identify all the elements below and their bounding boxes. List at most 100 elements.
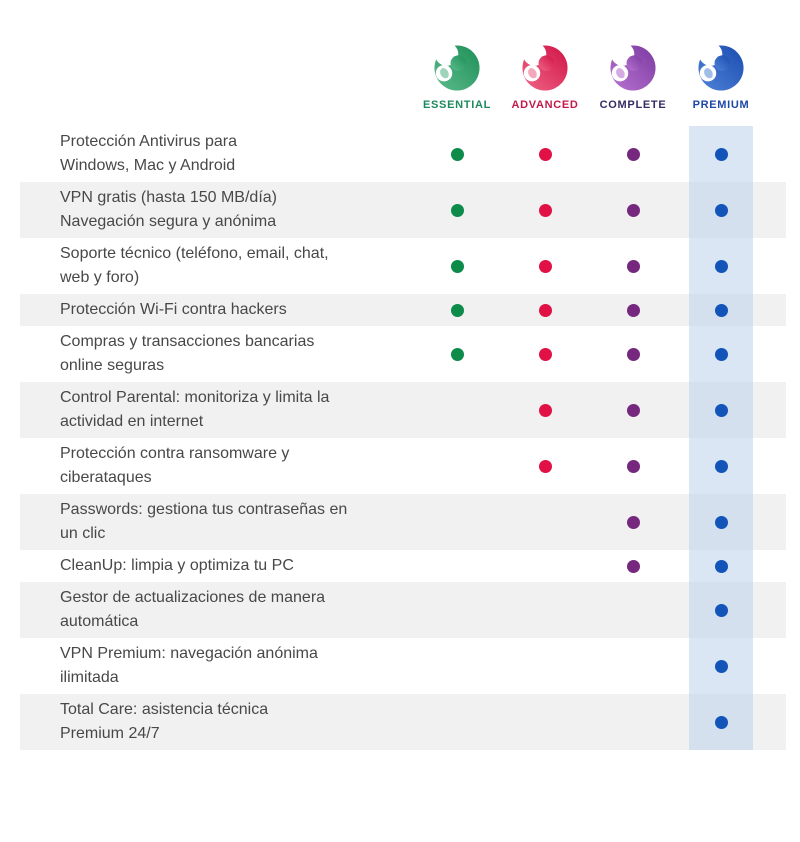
dot-cell-advanced [501,126,589,182]
table-row: Passwords: gestiona tus contraseñas en u… [20,494,786,550]
included-dot [714,515,728,529]
included-dot [714,259,728,273]
dot-cell-complete [589,494,677,550]
table-row: Soporte técnico (teléfono, email, chat, … [20,238,786,294]
dot-cell-complete [589,550,677,582]
table-row: VPN gratis (hasta 150 MB/día) Navegación… [20,182,786,238]
dot-cell-essential [413,638,501,694]
dot-cell-advanced [501,326,589,382]
plan-label: ESSENTIAL [422,99,492,111]
dot-cell-advanced [501,694,589,750]
dot-cell-complete [589,182,677,238]
feature-label: Protección Wi-Fi contra hackers [60,301,287,318]
feature-label: Protección contra ransomware y ciberataq… [60,445,290,486]
included-dot [714,659,728,673]
included-dot [538,147,552,161]
dot-cell-essential [413,326,501,382]
dot-cell-complete [589,126,677,182]
dot-cell-advanced [501,294,589,326]
included-dot [450,203,464,217]
included-dot [626,303,640,317]
feature-label: VPN Premium: navegación anónima ilimitad… [60,645,318,686]
included-dot [714,559,728,573]
dot-cell-premium [677,438,765,494]
dot-cell-premium [677,326,765,382]
dot-cell-essential [413,238,501,294]
dot-cell-essential [413,694,501,750]
included-dot [626,203,640,217]
dot-cell-complete [589,694,677,750]
included-dot [714,459,728,473]
included-dot [626,347,640,361]
panda-logo-icon [434,42,480,91]
table-row: Control Parental: monitoriza y limita la… [20,382,786,438]
dot-cell-essential [413,550,501,582]
included-dot [626,559,640,573]
dot-cell-advanced [501,550,589,582]
included-dot [450,347,464,361]
table-row: Total Care: asistencia técnica Premium 2… [20,694,786,750]
dot-cell-complete [589,294,677,326]
included-dot [626,403,640,417]
table-row: Protección Wi-Fi contra hackers [20,294,786,326]
dot-cell-essential [413,294,501,326]
feature-label: Passwords: gestiona tus contraseñas en u… [60,501,348,542]
dot-cell-premium [677,126,765,182]
included-dot [450,259,464,273]
feature-label: CleanUp: limpia y optimiza tu PC [60,557,294,574]
panda-logo-icon [610,42,656,91]
dot-cell-complete [589,326,677,382]
plan-column-complete[interactable]: COMPLETE [589,42,677,111]
feature-label: Gestor de actualizaciones de manera auto… [60,589,326,630]
dot-cell-complete [589,582,677,638]
dot-cell-essential [413,182,501,238]
plan-comparison-page: ESSENTIAL ADVANCED [0,42,800,842]
table-row: Compras y transacciones bancarias online… [20,326,786,382]
dot-cell-complete [589,438,677,494]
included-dot [538,303,552,317]
table-row: VPN Premium: navegación anónima ilimitad… [20,638,786,694]
dot-cell-premium [677,582,765,638]
included-dot [714,403,728,417]
dot-cell-complete [589,238,677,294]
feature-label: Soporte técnico (teléfono, email, chat, … [60,245,329,286]
dot-cell-advanced [501,238,589,294]
dot-cell-advanced [501,638,589,694]
plan-label: ADVANCED [511,99,579,111]
dot-cell-complete [589,638,677,694]
included-dot [714,147,728,161]
dot-cell-premium [677,638,765,694]
table-row: Protección Antivirus para Windows, Mac y… [20,126,786,182]
plan-label: PREMIUM [692,99,750,111]
dot-cell-essential [413,126,501,182]
dot-cell-premium [677,238,765,294]
plan-column-advanced[interactable]: ADVANCED [501,42,589,111]
feature-table: Protección Antivirus para Windows, Mac y… [20,126,786,750]
included-dot [626,515,640,529]
included-dot [714,603,728,617]
included-dot [538,259,552,273]
dot-cell-premium [677,494,765,550]
dot-cell-essential [413,382,501,438]
dot-cell-essential [413,494,501,550]
included-dot [626,259,640,273]
included-dot [626,459,640,473]
panda-logo-icon [698,42,744,91]
dot-cell-premium [677,294,765,326]
table-row: Protección contra ransomware y ciberataq… [20,438,786,494]
dot-cell-advanced [501,382,589,438]
panda-logo-icon [522,42,568,91]
included-dot [538,203,552,217]
table-row: CleanUp: limpia y optimiza tu PC [20,550,786,582]
dot-cell-premium [677,550,765,582]
included-dot [714,203,728,217]
included-dot [626,147,640,161]
plan-column-essential[interactable]: ESSENTIAL [413,42,501,111]
dot-cell-advanced [501,438,589,494]
included-dot [538,347,552,361]
dot-cell-advanced [501,582,589,638]
plan-column-premium[interactable]: PREMIUM [677,42,765,111]
table-row: Gestor de actualizaciones de manera auto… [20,582,786,638]
feature-label: Protección Antivirus para Windows, Mac y… [60,133,237,174]
feature-label: Total Care: asistencia técnica Premium 2… [60,701,269,742]
